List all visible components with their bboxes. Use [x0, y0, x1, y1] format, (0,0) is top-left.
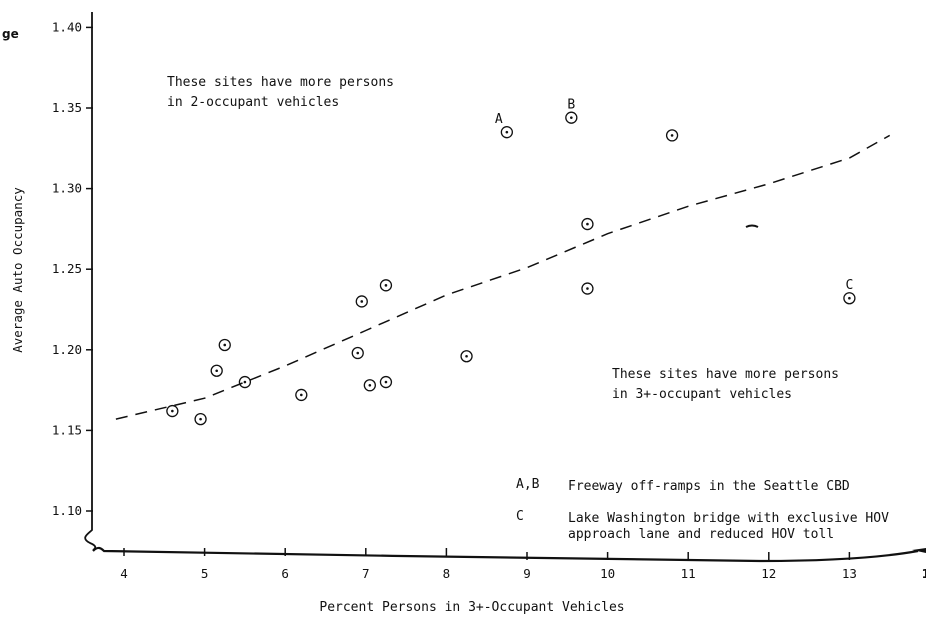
x-tick-label: 11 [681, 566, 696, 581]
data-point [166, 404, 179, 418]
data-point-center [670, 134, 674, 137]
data-point-ring [351, 346, 364, 360]
x-tick-label: 5 [201, 566, 209, 581]
data-point-ring [194, 412, 207, 426]
data-point [363, 379, 376, 392]
y-axis-label: Average Auto Occupancy [10, 187, 25, 353]
x-tick-label: 12 [761, 566, 776, 581]
data-points-group: A B C [166, 98, 856, 426]
data-point [665, 129, 679, 142]
data-point: C [843, 278, 856, 305]
data-point [295, 388, 308, 402]
data-point [460, 350, 473, 363]
data-point [379, 279, 393, 292]
x-tick-label: 9 [523, 566, 531, 581]
y-tick-label: 1.30 [52, 181, 82, 196]
data-point-ring [355, 295, 368, 308]
data-point-ring [295, 388, 308, 402]
x-axis-label: Percent Persons in 3+-Occupant Vehicles [319, 600, 624, 615]
data-point-ring [363, 379, 376, 392]
data-point-ring [166, 404, 179, 418]
data-point [581, 282, 594, 295]
y-tick-label: 1.15 [52, 422, 82, 437]
x-tick-label: 8 [443, 566, 451, 581]
truncated-left-label: ge [2, 27, 19, 41]
data-point-label: A [495, 112, 503, 127]
data-point-center [586, 222, 589, 226]
x-tick-label: 10 [600, 566, 615, 581]
data-point [355, 295, 368, 308]
data-point-ring [379, 279, 393, 292]
data-point-center [368, 383, 372, 387]
data-point [351, 346, 364, 360]
data-point-center [243, 380, 247, 384]
data-point-label: C [845, 278, 853, 293]
data-point-center [300, 393, 303, 397]
y-tick-label: 1.40 [52, 19, 82, 34]
data-point-center [586, 287, 589, 290]
data-point [194, 412, 207, 426]
data-point-center [848, 296, 851, 300]
x-axis-end-mark [912, 548, 926, 553]
data-point: B [565, 98, 578, 124]
data-point-ring [218, 338, 231, 352]
data-point [210, 364, 223, 377]
trend-line [115, 134, 891, 420]
data-point-center [215, 369, 218, 373]
data-point-center [384, 284, 388, 287]
data-point-ring [665, 129, 679, 142]
y-tick-label: 1.25 [52, 261, 82, 276]
y-axis-line [84, 11, 97, 551]
y-tick-label: 1.10 [52, 503, 82, 518]
annotation-lower-line-1: These sites have more persons [612, 367, 839, 382]
stray-mark [745, 224, 759, 228]
data-point-center [360, 300, 364, 303]
legend-key-ab: A,B [516, 477, 540, 492]
data-point-ring [210, 364, 223, 377]
data-point-ring [581, 282, 594, 295]
axes [84, 11, 926, 563]
annotation-upper-line-1: These sites have more persons [167, 75, 394, 90]
data-point-ring [379, 375, 393, 389]
y-tick-label: 1.20 [52, 342, 82, 357]
data-point-ring [460, 350, 473, 363]
data-point-label: B [567, 98, 575, 113]
y-tick-label: 1.35 [52, 100, 82, 115]
data-point-center [223, 343, 227, 347]
trend-line-group [115, 134, 891, 420]
data-point: A [495, 112, 514, 139]
data-point-ring [565, 111, 578, 124]
data-point-ring [500, 126, 514, 139]
data-point [379, 375, 393, 389]
annotation-upper-line-2: in 2-occupant vehicles [167, 95, 339, 110]
data-point-ring [238, 375, 252, 389]
legend-text-ab: Freeway off-ramps in the Seattle CBD [568, 479, 850, 494]
data-point-center [171, 409, 174, 413]
x-tick-label: 4 [120, 566, 128, 581]
data-point-ring [581, 217, 594, 231]
data-point-ring [843, 292, 856, 305]
x-tick-label: 13 [842, 566, 857, 581]
legend-text-c-line-1: Lake Washington bridge with exclusive HO… [568, 511, 889, 526]
data-point-center [356, 351, 360, 355]
x-tick-label: 14 [922, 567, 926, 581]
data-point [218, 338, 231, 352]
data-point-center [570, 116, 573, 119]
tick-group: 1.10 1.15 1.20 1.25 1.30 1.35 1.40 4 5 6 7 8 9 10 11 12… [52, 19, 926, 581]
data-point [581, 217, 594, 231]
data-point-center [199, 417, 202, 421]
data-point-center [465, 354, 468, 358]
data-point-center [505, 130, 509, 134]
x-axis-line [92, 546, 919, 563]
x-tick-label: 7 [362, 566, 370, 581]
data-point-center [384, 380, 388, 384]
data-point [238, 375, 252, 389]
legend-text-c-line-2: approach lane and reduced HOV toll [568, 527, 834, 542]
legend-key-c: C [516, 509, 524, 524]
annotation-lower-line-2: in 3+-occupant vehicles [612, 387, 792, 402]
x-tick-label: 6 [281, 566, 289, 581]
